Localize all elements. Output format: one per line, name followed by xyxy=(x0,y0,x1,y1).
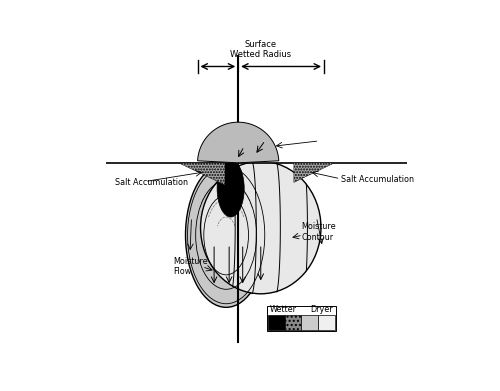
Bar xyxy=(318,316,334,330)
Text: Moisture
Contour: Moisture Contour xyxy=(302,222,336,242)
Text: Surface
Wetted Radius: Surface Wetted Radius xyxy=(230,39,292,59)
Polygon shape xyxy=(294,163,335,182)
Ellipse shape xyxy=(217,160,244,217)
Bar xyxy=(268,316,285,330)
Text: Moisture
Flow: Moisture Flow xyxy=(174,257,208,276)
Text: DRIP EMITTER: DRIP EMITTER xyxy=(154,131,226,140)
Bar xyxy=(235,88,431,163)
Text: Wetter: Wetter xyxy=(270,305,297,314)
Bar xyxy=(302,316,318,330)
Ellipse shape xyxy=(186,163,267,307)
Text: Spray Pattern: Spray Pattern xyxy=(320,136,374,145)
Bar xyxy=(285,316,302,330)
Text: Dryer: Dryer xyxy=(310,305,333,314)
Text: Salt Accumulation: Salt Accumulation xyxy=(114,178,188,187)
Polygon shape xyxy=(180,163,224,185)
Bar xyxy=(267,305,336,332)
Text: MICRO-SPRINKLER/SPRAYER: MICRO-SPRINKLER/SPRAYER xyxy=(264,126,407,135)
Ellipse shape xyxy=(200,161,321,294)
Text: Soil Surface: Soil Surface xyxy=(108,150,158,159)
Text: Salt Accumulation: Salt Accumulation xyxy=(340,175,413,184)
Bar xyxy=(90,88,238,163)
Polygon shape xyxy=(198,122,279,163)
